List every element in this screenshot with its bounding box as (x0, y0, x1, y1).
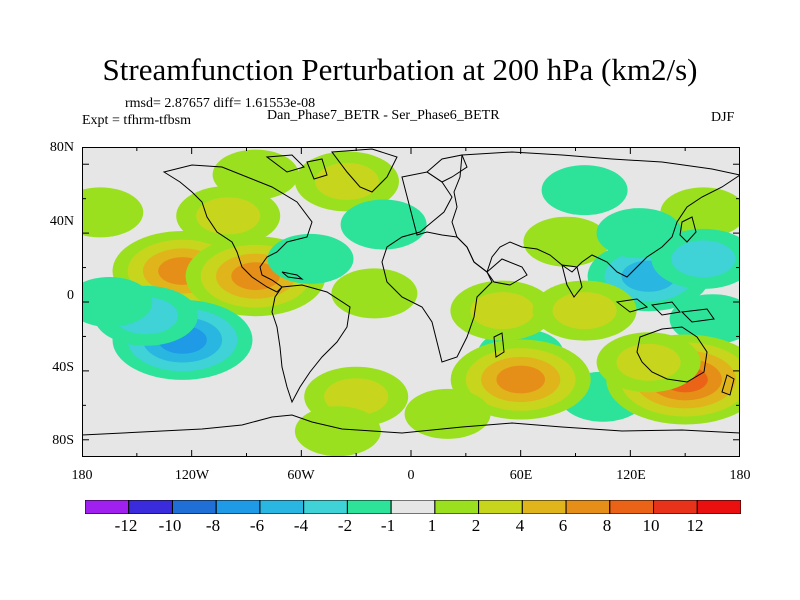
colorbar-label: 6 (558, 516, 568, 535)
colorbar-swatch (346, 500, 392, 514)
colorbar-swatch (565, 500, 611, 514)
colorbar-swatch (434, 500, 480, 514)
axis-ticks (82, 147, 740, 457)
colorbar-swatch (653, 500, 698, 514)
contour-band (671, 240, 736, 278)
stats-label: rmsd= 2.87657 diff= 1.61553e-08 (125, 96, 316, 111)
lon-tick-60w: 60W (287, 468, 315, 483)
colorbar-swatch (303, 500, 348, 514)
contour-band (596, 208, 683, 259)
contour-band (315, 162, 379, 200)
lat-tick-40n: 40N (49, 214, 74, 229)
anomaly-contours (82, 149, 740, 457)
colorbar-label: -2 (337, 516, 353, 535)
colorbar-label: -12 (114, 516, 138, 535)
colorbar-label: -10 (158, 516, 182, 535)
contour-band (324, 378, 389, 416)
contour-band (496, 365, 545, 394)
contour-band (294, 406, 381, 457)
season-label: DJF (711, 110, 735, 125)
lon-tick-180w: 180 (71, 468, 93, 483)
contour-band (552, 292, 617, 330)
contour-band (212, 149, 299, 200)
colorbar-label: 2 (471, 516, 481, 535)
lon-tick-180e: 180 (729, 468, 751, 483)
colorbar-swatch (696, 500, 741, 514)
colorbar-swatch (609, 500, 655, 514)
contour-band (541, 165, 628, 216)
lat-tick-40s: 40S (52, 360, 74, 375)
colorbar-swatch (478, 500, 523, 514)
lat-tick-0: 0 (67, 288, 74, 303)
contour-band (340, 199, 427, 250)
colorbar-label: 10 (642, 516, 660, 535)
colorbar-label: -4 (293, 516, 309, 535)
colorbar-swatch (521, 500, 567, 514)
lon-tick-120e: 120E (616, 468, 646, 483)
colorbar-swatch (259, 500, 305, 514)
contour-band (196, 197, 261, 235)
colorbar-label: 1 (427, 516, 437, 535)
streamfunction-map (82, 147, 740, 457)
colorbar-swatch (390, 500, 436, 514)
colorbar-label: 12 (686, 516, 704, 535)
lon-tick-120w: 120W (174, 468, 210, 483)
contour-band (231, 262, 280, 291)
contour-band (267, 233, 354, 284)
contour-band (669, 294, 740, 345)
lat-tick-80s: 80S (52, 433, 74, 448)
contour-band (616, 343, 681, 381)
coastlines (82, 148, 740, 436)
contour-band (470, 292, 535, 330)
colorbar-label: 8 (602, 516, 612, 535)
lon-tick-60e: 60E (509, 468, 533, 483)
colorbar-swatch (215, 500, 261, 514)
plot-title: Streamfunction Perturbation at 200 hPa (… (102, 52, 698, 87)
contour-band (331, 268, 418, 319)
lon-tick-0: 0 (407, 468, 415, 483)
colorbar-label: -8 (205, 516, 221, 535)
colorbar-swatch (171, 500, 217, 514)
experiment-label: Expt = tfhrm-tfbsm (82, 113, 191, 128)
colorbar-label: -1 (380, 516, 396, 535)
colorbar-swatch (85, 500, 130, 514)
lat-tick-80n: 80N (49, 140, 74, 155)
contour-band (660, 187, 740, 238)
colorbar-label: 4 (515, 516, 525, 535)
contour-band (82, 187, 144, 238)
colorbar-label: -6 (249, 516, 265, 535)
colorbar-swatch (128, 500, 173, 514)
colorbar (85, 500, 741, 514)
case-label: Dan_Phase7_BETR - Ser_Phase6_BETR (267, 108, 500, 123)
contour-band (82, 277, 153, 327)
contour-band (523, 216, 610, 267)
